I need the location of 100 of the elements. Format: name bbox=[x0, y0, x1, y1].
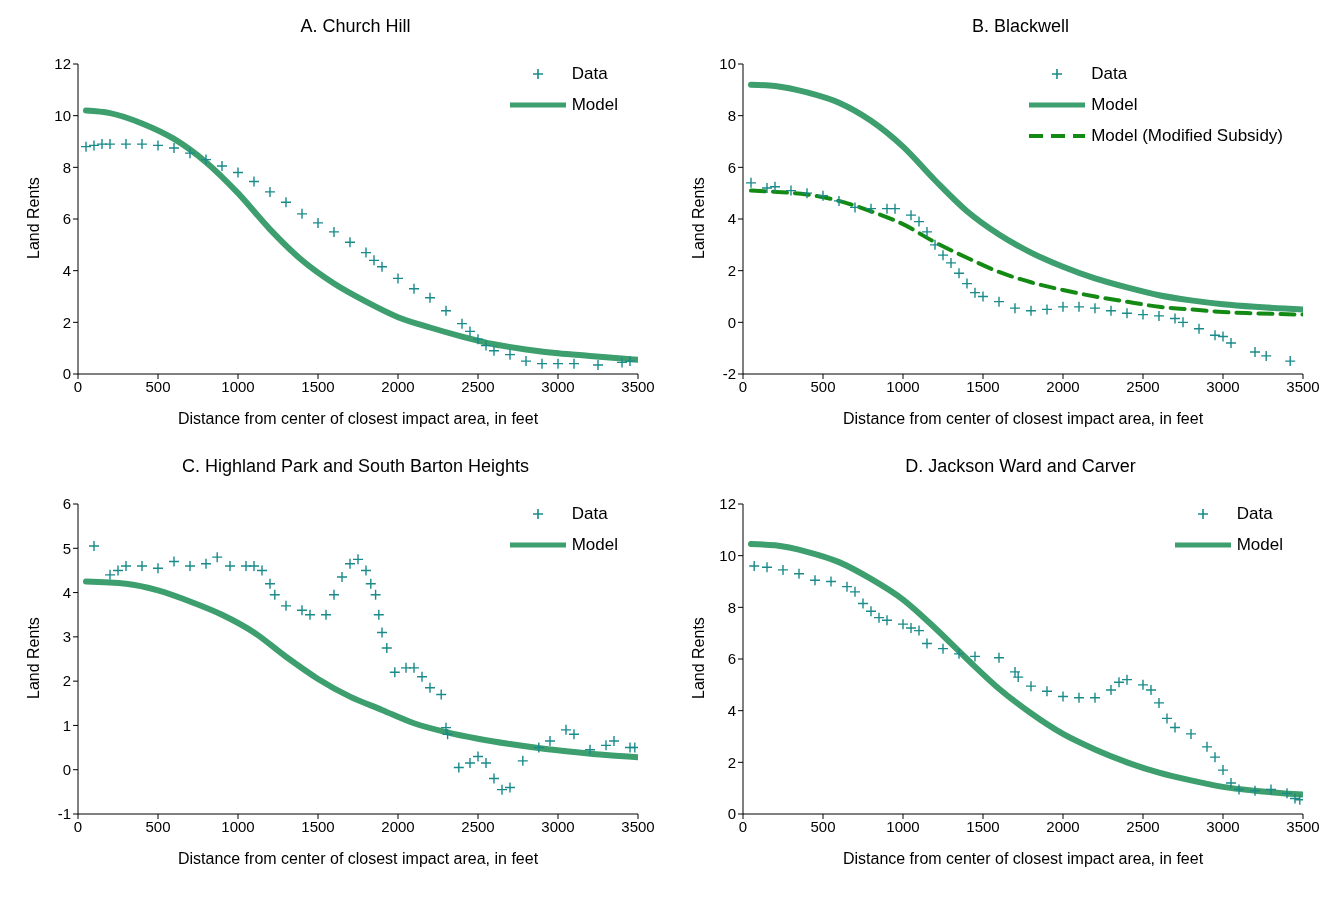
point bbox=[464, 325, 476, 338]
point bbox=[993, 295, 1005, 308]
x-axis-title: Distance from center of closest impact area, in feet bbox=[842, 410, 1204, 427]
point bbox=[1113, 676, 1125, 688]
x-tick-label: 2500 bbox=[1126, 377, 1160, 395]
point bbox=[777, 564, 789, 576]
point bbox=[1073, 301, 1085, 313]
y-tick-label: 2 bbox=[727, 261, 736, 279]
y-tick-label: 2 bbox=[62, 313, 71, 331]
point bbox=[320, 609, 332, 621]
point bbox=[544, 735, 556, 747]
y-tick-label: 8 bbox=[62, 158, 71, 176]
point bbox=[168, 555, 180, 568]
x-tick-label: 1500 bbox=[966, 817, 1000, 835]
point bbox=[408, 662, 420, 674]
x-tick-label: 0 bbox=[73, 377, 83, 395]
point bbox=[1193, 323, 1205, 335]
y-tick-label: 10 bbox=[719, 546, 736, 564]
point bbox=[1209, 329, 1221, 341]
chart-title: B. Blackwell bbox=[971, 15, 1070, 38]
x-tick-label: 3500 bbox=[621, 817, 655, 835]
point bbox=[112, 564, 124, 577]
point bbox=[1089, 302, 1101, 314]
point bbox=[424, 292, 436, 304]
x-tick-label: 500 bbox=[145, 377, 171, 395]
y-tick-label: 5 bbox=[62, 539, 71, 557]
point bbox=[88, 540, 100, 552]
point bbox=[376, 626, 388, 639]
legend-label: Model (Modified Subsidy) bbox=[1091, 125, 1283, 146]
y-tick-label: 8 bbox=[727, 598, 736, 616]
point bbox=[969, 650, 981, 663]
point bbox=[1057, 301, 1069, 313]
point bbox=[344, 558, 356, 570]
point bbox=[152, 562, 164, 574]
point bbox=[1265, 783, 1277, 796]
y-tick-label: 1 bbox=[62, 716, 71, 734]
x-tick-label: 0 bbox=[73, 817, 83, 835]
point bbox=[929, 239, 941, 251]
y-tick-label: 6 bbox=[727, 158, 736, 176]
y-tick-label: 4 bbox=[62, 583, 71, 601]
point bbox=[937, 249, 949, 261]
point bbox=[1201, 741, 1213, 753]
point bbox=[769, 181, 781, 193]
point bbox=[533, 741, 545, 754]
point bbox=[264, 578, 276, 590]
point bbox=[745, 177, 757, 189]
point bbox=[1009, 302, 1021, 314]
point bbox=[881, 202, 893, 215]
point bbox=[373, 609, 385, 621]
point bbox=[296, 208, 308, 220]
point bbox=[857, 597, 869, 610]
point bbox=[104, 569, 116, 581]
x-tick-label: 3000 bbox=[541, 377, 575, 395]
point bbox=[953, 267, 965, 279]
point bbox=[441, 728, 454, 740]
point bbox=[453, 761, 465, 774]
y-tick-label: 0 bbox=[727, 805, 736, 823]
point bbox=[312, 217, 324, 229]
point bbox=[1161, 712, 1173, 725]
point bbox=[464, 757, 476, 769]
point bbox=[748, 560, 760, 572]
point bbox=[328, 226, 340, 238]
x-tick-label: 3500 bbox=[1286, 377, 1320, 395]
point bbox=[184, 147, 196, 159]
point bbox=[224, 560, 236, 572]
x-tick-label: 3000 bbox=[1206, 817, 1240, 835]
point bbox=[1153, 310, 1165, 322]
x-tick-label: 2000 bbox=[381, 817, 415, 835]
x-tick-label: 500 bbox=[145, 817, 171, 835]
point bbox=[1185, 728, 1197, 740]
point bbox=[408, 283, 420, 295]
y-tick-label: 6 bbox=[62, 495, 71, 513]
point bbox=[264, 186, 276, 198]
legend-label: Data bbox=[571, 63, 608, 84]
legend-label: Model bbox=[1091, 94, 1138, 115]
point bbox=[488, 772, 500, 785]
x-tick-label: 1500 bbox=[301, 817, 335, 835]
x-tick-label: 1000 bbox=[221, 817, 255, 835]
x-tick-label: 2000 bbox=[1046, 377, 1080, 395]
point bbox=[865, 202, 877, 215]
y-tick-label: 2 bbox=[62, 672, 71, 690]
point bbox=[504, 348, 516, 361]
x-tick-label: 1500 bbox=[966, 377, 1000, 395]
chart-title: D. Jackson Ward and Carver bbox=[904, 455, 1137, 478]
y-axis-title: Land Rents bbox=[689, 617, 707, 699]
point bbox=[1025, 305, 1037, 317]
point bbox=[1121, 673, 1133, 686]
point bbox=[809, 574, 821, 586]
point bbox=[825, 575, 837, 588]
x-axis-title: Distance from center of closest impact area, in feet bbox=[177, 410, 539, 427]
point bbox=[517, 755, 529, 767]
x-tick-label: 1500 bbox=[301, 377, 335, 395]
y-tick-label: 4 bbox=[727, 701, 736, 719]
point bbox=[120, 138, 132, 150]
point bbox=[269, 589, 281, 601]
point bbox=[1105, 305, 1117, 317]
point bbox=[184, 560, 196, 572]
x-tick-label: 3000 bbox=[541, 817, 575, 835]
point bbox=[504, 781, 516, 794]
point bbox=[80, 140, 92, 153]
